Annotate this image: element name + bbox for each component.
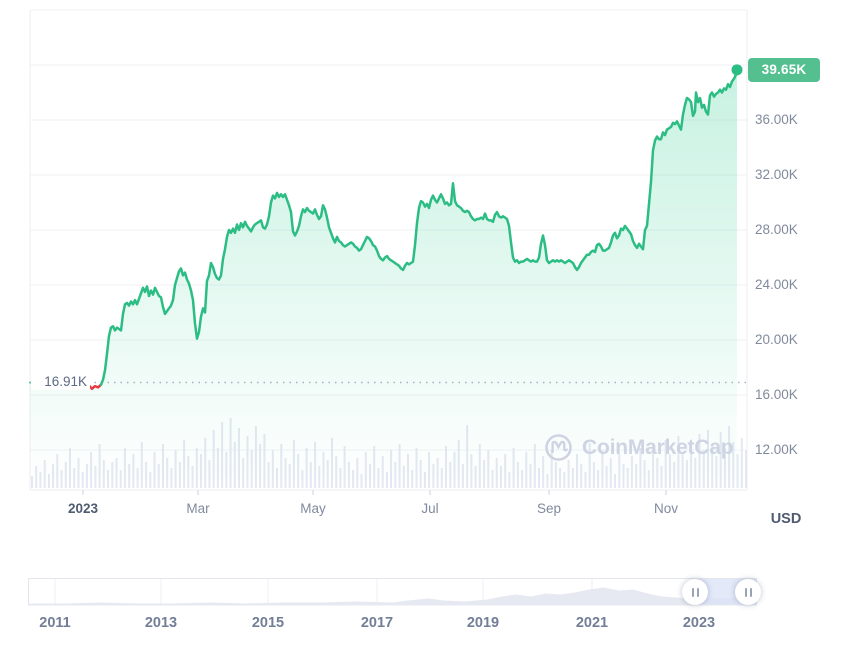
x-axis-tick-label: 2023: [67, 501, 99, 516]
grip-icon: [696, 587, 699, 597]
navigator-year-label: 2011: [39, 615, 71, 631]
navigator-year-label: 2013: [144, 615, 178, 631]
grip-icon: [749, 587, 752, 597]
navigator-year-label: 2015: [251, 615, 285, 631]
y-axis-label: 12.00K: [755, 442, 798, 457]
y-axis-label: 16.00K: [755, 387, 798, 402]
navigator-handle-right[interactable]: [735, 579, 761, 605]
y-axis-label: 20.00K: [755, 332, 798, 347]
navigator-year-label: 2023: [682, 615, 716, 631]
x-axis-tick-label: Jul: [421, 501, 439, 516]
grip-icon: [691, 587, 694, 597]
currency-label: USD: [770, 511, 802, 527]
navigator-handle-left[interactable]: [682, 579, 708, 605]
grip-icon: [744, 587, 747, 597]
y-axis-label: 28.00K: [755, 222, 798, 237]
price-line: [99, 68, 739, 386]
y-axis-label: 36.00K: [755, 112, 798, 127]
navigator-mini-chart: [28, 587, 757, 606]
x-axis-tick-label: Nov: [653, 501, 678, 516]
x-axis-tick-label: May: [300, 501, 326, 516]
y-axis-label: 24.00K: [755, 277, 798, 292]
last-price-dot: [731, 64, 743, 76]
navigator-year-label: 2021: [575, 615, 609, 631]
price-area-fill: [30, 69, 737, 491]
navigator-year-label: 2019: [466, 615, 500, 631]
current-price-value: 39.65K: [761, 62, 807, 78]
x-axis-tick-label: Sep: [536, 501, 562, 516]
open-price-label: 16.91K: [31, 373, 90, 390]
y-axis-label: 32.00K: [755, 167, 798, 182]
x-axis-tick-label: Mar: [186, 501, 210, 516]
navigator-year-label: 2017: [360, 615, 394, 631]
current-price-badge: 39.65K: [748, 57, 820, 82]
